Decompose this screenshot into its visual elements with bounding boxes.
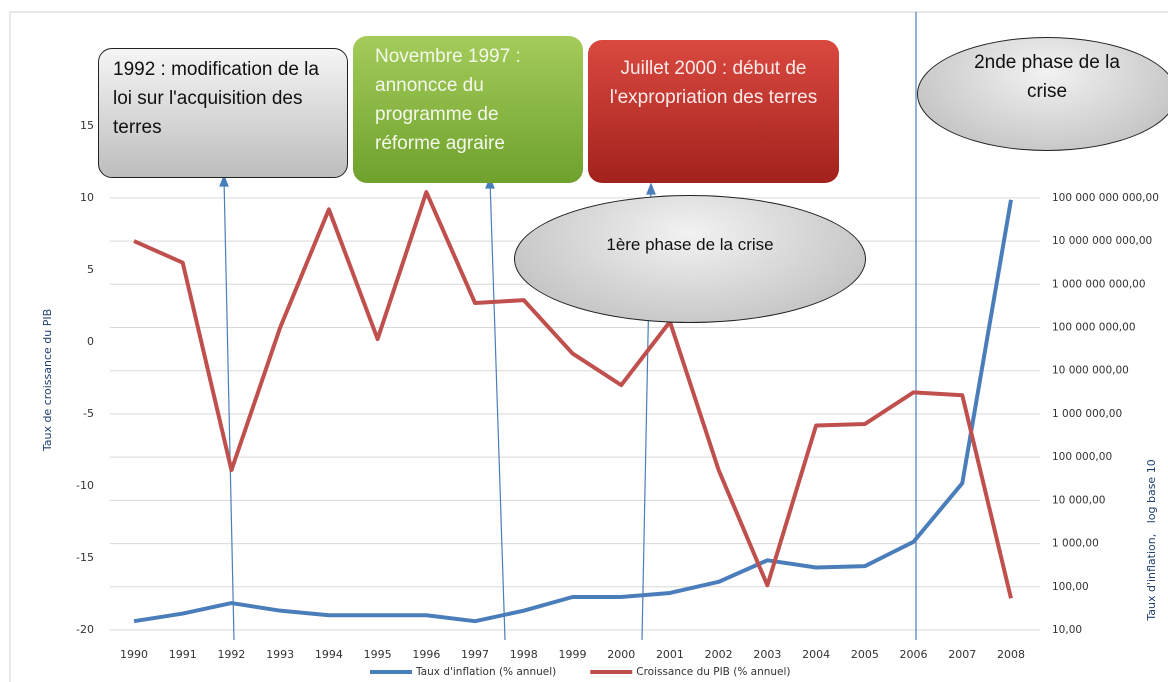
x-tick-label: 2004 <box>802 648 830 661</box>
x-tick-label: 1995 <box>364 648 392 661</box>
x-tick-label: 2003 <box>753 648 781 661</box>
y2-tick-label: 1 000 000 000,00 <box>1052 278 1146 290</box>
y2-tick-label: 1 000,00 <box>1052 538 1099 550</box>
x-tick-label: 1994 <box>315 648 343 661</box>
y2-tick-label: 100 000 000 000,00 <box>1052 192 1159 204</box>
y2-tick-label: 10 000 000,00 <box>1052 365 1129 377</box>
y2-tick-label: 10 000 000 000,00 <box>1052 235 1152 247</box>
x-tick-label: 1990 <box>120 648 148 661</box>
annotation-lines <box>219 12 917 641</box>
chart-frame <box>9 11 1168 682</box>
annotation-ellipse: 1ère phase de la crise <box>514 195 866 323</box>
y-tick-label: -20 <box>76 623 94 636</box>
x-tick-label: 2007 <box>948 648 976 661</box>
annotation-box: Novembre 1997 : annoncce du programme de… <box>353 36 583 183</box>
x-tick-label: 1999 <box>559 648 587 661</box>
x-tick-label: 2006 <box>900 648 928 661</box>
data-line <box>133 190 1013 599</box>
legend-label: Taux d'inflation (% annuel) <box>415 666 556 678</box>
annotation-box: Juillet 2000 : début de l'expropriation … <box>588 40 839 183</box>
legend-label: Croissance du PIB (% annuel) <box>636 666 790 678</box>
x-tick-label: 1992 <box>217 648 245 661</box>
x-tick-label: 2008 <box>997 648 1025 661</box>
x-tick-label: 2000 <box>607 648 635 661</box>
y2-tick-label: 1 000 000,00 <box>1052 408 1122 420</box>
x-tick-label: 1997 <box>461 648 489 661</box>
x-tick-label: 1993 <box>266 648 294 661</box>
y2-tick-label: 100,00 <box>1052 581 1089 593</box>
y2-axis-label: Taux d'inflation, log base 10 <box>1145 459 1158 621</box>
x-tick-label: 1991 <box>169 648 197 661</box>
annotation-line <box>489 179 506 641</box>
y-tick-label: 15 <box>80 119 94 132</box>
y-tick-label: 10 <box>80 191 94 204</box>
arrow-head <box>219 174 229 187</box>
y2-tick-label: 100 000,00 <box>1052 451 1112 463</box>
x-tick-label: 2005 <box>851 648 879 661</box>
x-tick-label: 2001 <box>656 648 684 661</box>
x-tick-label: 2002 <box>705 648 733 661</box>
arrow-head <box>646 182 656 195</box>
x-tick-label: 1998 <box>510 648 538 661</box>
y-tick-label: 5 <box>87 263 94 276</box>
y2-tick-label: 10,00 <box>1052 624 1082 636</box>
y-axis-label: Taux de croissance du PIB <box>41 309 54 452</box>
annotation-box: 1992 : modification de la loi sur l'acqu… <box>98 48 348 178</box>
arrow-head <box>485 176 495 189</box>
y2-tick-label: 100 000 000,00 <box>1052 322 1136 334</box>
annotation-line <box>223 177 235 641</box>
y-tick-label: 0 <box>87 335 94 348</box>
y-tick-label: -15 <box>76 551 94 564</box>
annotation-ellipse: 2nde phase de la crise <box>917 37 1168 151</box>
y2-tick-label: 10 000,00 <box>1052 494 1105 506</box>
data-line <box>133 199 1013 624</box>
y-tick-label: -5 <box>83 407 94 420</box>
x-tick-label: 1996 <box>412 648 440 661</box>
y-tick-label: -10 <box>76 479 94 492</box>
